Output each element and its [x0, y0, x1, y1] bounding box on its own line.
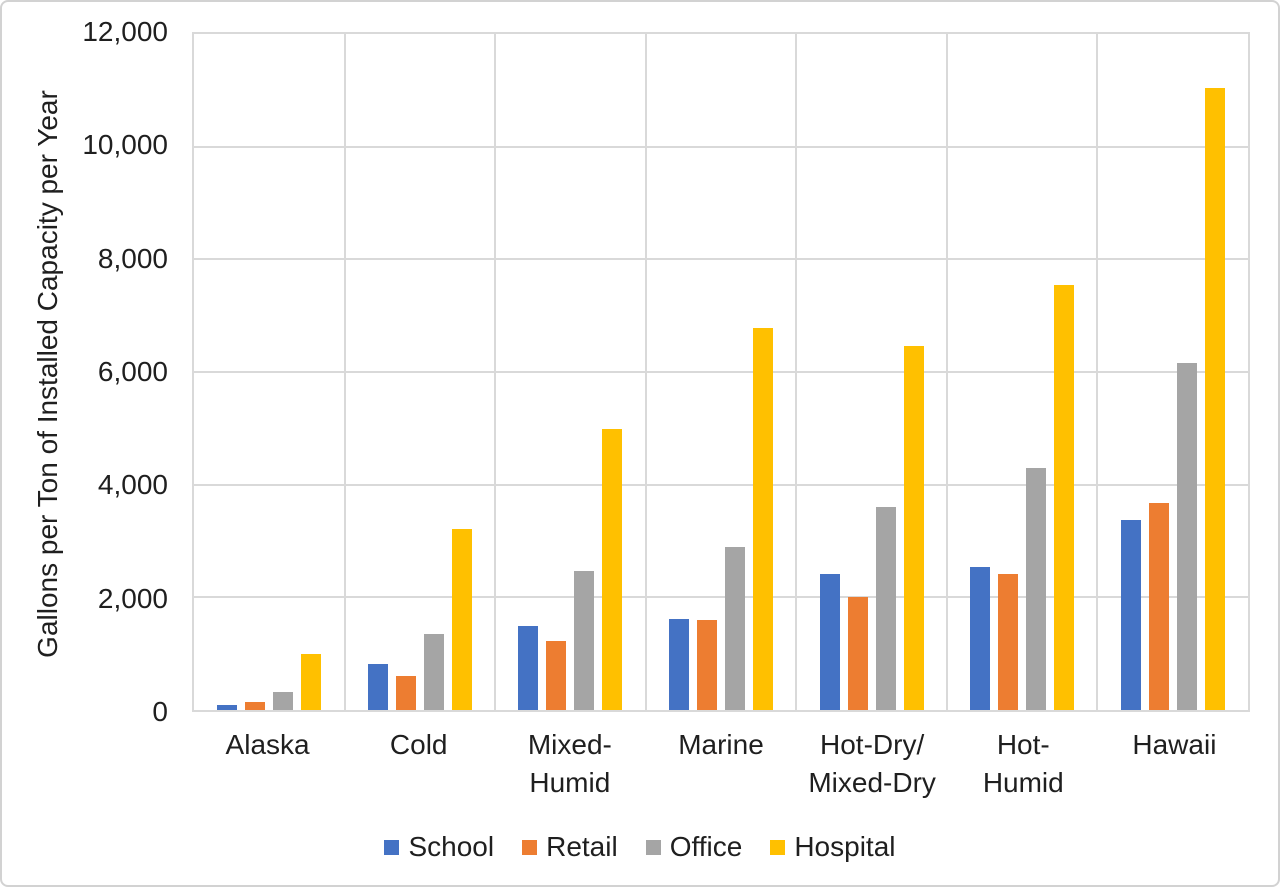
bar-retail-cold	[395, 676, 416, 710]
bar-group-hot-dry-mixed-dry	[796, 34, 947, 710]
bar-school-cold	[367, 664, 388, 710]
y-axis-tick-label: 10,000	[82, 129, 168, 161]
legend-label: Retail	[546, 831, 618, 862]
x-axis-label-mixed-humid: Mixed- Humid	[527, 729, 612, 798]
y-axis-tick-label: 6,000	[97, 356, 168, 387]
bar-hospital-marine	[752, 328, 773, 710]
legend-item-school: School	[384, 831, 494, 863]
legend-item-office: Office	[645, 831, 743, 863]
x-axis-label-hot-dry-mixed-dry: Hot-Dry/ Mixed-Dry	[808, 729, 936, 798]
legend-label: Office	[669, 831, 743, 862]
bar-group-marine	[646, 34, 797, 710]
gridline-vertical	[1096, 34, 1099, 710]
y-axis-tick-label: 8,000	[97, 242, 168, 274]
x-axis-label-cold: Cold	[389, 729, 448, 760]
plot-area	[192, 32, 1250, 712]
bar-school-mixed-humid	[518, 625, 539, 710]
gridline-horizontal	[194, 483, 1248, 486]
bar-school-hot-humid	[970, 567, 991, 710]
x-axis-label-marine: Marine	[678, 729, 764, 760]
bar-hospital-hot-humid	[1054, 285, 1075, 710]
x-axis-label-alaska: Alaska	[225, 729, 310, 760]
bar-group-alaska	[194, 34, 345, 710]
x-axis-label-hawaii: Hawaii	[1132, 729, 1217, 760]
legend-swatch-hospital	[770, 839, 786, 855]
gridline-horizontal	[194, 371, 1248, 373]
bar-office-alaska	[273, 691, 294, 710]
gridline-vertical	[343, 34, 346, 710]
bar-group-mixed-humid	[495, 34, 646, 710]
x-axis-category-labels: Alaska Cold Mixed- Humid Marine Hot-Dry/ Mix…	[192, 726, 1250, 802]
bar-group-hot-humid	[947, 34, 1098, 710]
gridline-horizontal	[194, 145, 1248, 148]
bar-hospital-alaska	[301, 653, 322, 710]
bar-retail-alaska	[245, 702, 266, 710]
gridline-vertical	[795, 34, 798, 710]
y-axis-tick-label: 0	[152, 696, 168, 727]
bar-retail-hot-humid	[998, 573, 1019, 710]
bar-school-hawaii	[1120, 519, 1141, 710]
legend-item-retail: Retail	[522, 831, 618, 863]
legend-swatch-school	[384, 839, 400, 855]
bar-hospital-mixed-humid	[602, 429, 623, 710]
bar-office-hot-dry-mixed-dry	[875, 506, 896, 710]
legend-label: Hospital	[794, 831, 896, 862]
bar-retail-hot-dry-mixed-dry	[847, 597, 868, 710]
bar-office-marine	[724, 546, 745, 710]
bar-office-mixed-humid	[574, 571, 595, 710]
bar-retail-marine	[696, 619, 717, 710]
bar-school-marine	[668, 619, 689, 710]
y-axis-tick-label: 4,000	[97, 469, 168, 501]
gridline-vertical	[945, 34, 948, 710]
bar-office-hawaii	[1176, 363, 1197, 710]
gridline-vertical	[494, 34, 497, 710]
bar-retail-hawaii	[1148, 502, 1169, 710]
y-axis-tick-label: 2,000	[97, 582, 168, 614]
bar-hospital-cold	[451, 529, 472, 710]
bar-office-hot-humid	[1026, 468, 1047, 710]
bar-group-hawaii	[1097, 34, 1248, 710]
bar-school-alaska	[217, 704, 238, 710]
gridline-horizontal	[194, 258, 1248, 261]
legend-swatch-retail	[522, 839, 538, 855]
gridline-horizontal	[194, 596, 1248, 599]
x-axis-label-hot-humid: Hot- Humid	[982, 729, 1064, 798]
bar-hospital-hawaii	[1204, 88, 1225, 710]
bar-hospital-hot-dry-mixed-dry	[903, 346, 924, 710]
bar-group-cold	[345, 34, 496, 710]
legend-swatch-office	[645, 839, 661, 855]
gridline-vertical	[644, 34, 647, 710]
bar-retail-mixed-humid	[546, 640, 567, 710]
legend-item-hospital: Hospital	[770, 831, 896, 863]
bar-school-hot-dry-mixed-dry	[819, 573, 840, 710]
legend-label: School	[408, 831, 495, 862]
bar-office-cold	[423, 633, 444, 710]
legend: School Retail Office Hospital	[2, 831, 1278, 863]
y-axis-tick-label: 12,000	[82, 16, 168, 47]
